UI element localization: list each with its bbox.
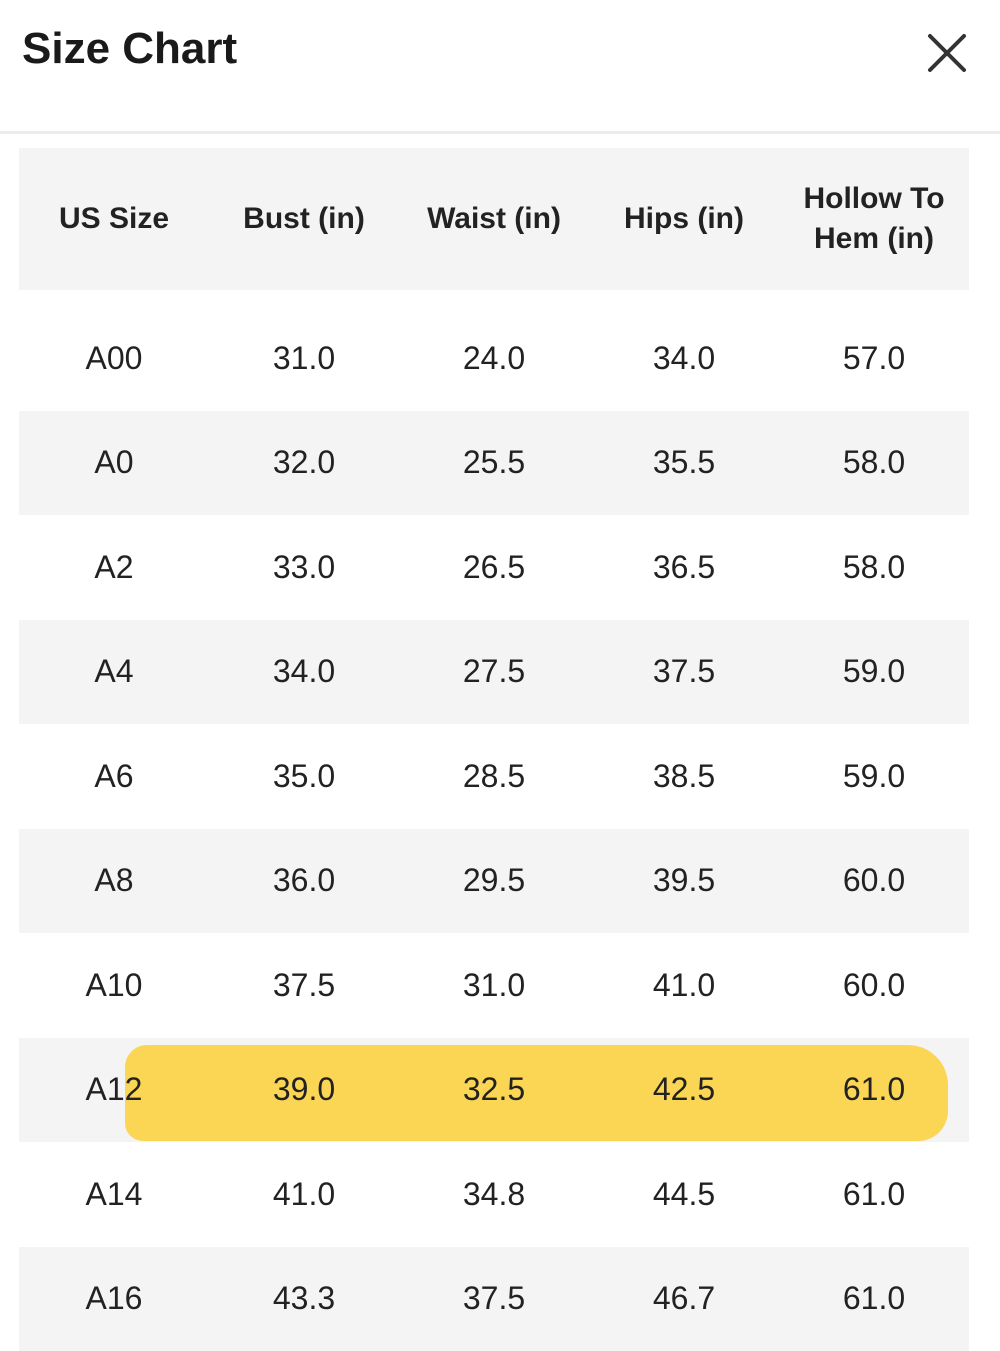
size-cell: A16: [19, 1247, 209, 1351]
value-cell: 59.0: [779, 620, 969, 725]
value-cell: 31.0: [209, 306, 399, 411]
size-cell: A12: [19, 1038, 209, 1143]
value-cell: 27.5: [399, 620, 589, 725]
value-cell: 36.5: [589, 515, 779, 620]
value-cell: 29.5: [399, 829, 589, 934]
size-cell: A14: [19, 1142, 209, 1247]
close-button[interactable]: [922, 28, 972, 78]
value-cell: 61.0: [779, 1142, 969, 1247]
size-cell: A00: [19, 306, 209, 411]
value-cell: 46.7: [589, 1247, 779, 1351]
size-cell: A8: [19, 829, 209, 934]
value-cell: 39.0: [209, 1038, 399, 1143]
value-cell: 59.0: [779, 724, 969, 829]
value-cell: 36.0: [209, 829, 399, 934]
value-cell: 24.0: [399, 306, 589, 411]
value-cell: 60.0: [779, 829, 969, 934]
title: Size Chart: [22, 24, 237, 74]
value-cell: 34.0: [209, 620, 399, 725]
value-cell: 33.0: [209, 515, 399, 620]
value-cell: 43.3: [209, 1247, 399, 1351]
value-cell: 35.0: [209, 724, 399, 829]
value-cell: 61.0: [779, 1247, 969, 1351]
value-cell: 58.0: [779, 515, 969, 620]
column-header: US Size: [19, 148, 209, 290]
column-header: Hips (in): [589, 148, 779, 290]
value-cell: 26.5: [399, 515, 589, 620]
column-header: Waist (in): [399, 148, 589, 290]
value-cell: 31.0: [399, 933, 589, 1038]
value-cell: 37.5: [209, 933, 399, 1038]
value-cell: 28.5: [399, 724, 589, 829]
size-cell: A6: [19, 724, 209, 829]
value-cell: 34.0: [589, 306, 779, 411]
value-cell: 61.0: [779, 1038, 969, 1143]
value-cell: 42.5: [589, 1038, 779, 1143]
value-cell: 58.0: [779, 411, 969, 516]
value-cell: 25.5: [399, 411, 589, 516]
value-cell: 41.0: [209, 1142, 399, 1247]
divider: [0, 131, 1000, 134]
value-cell: 34.8: [399, 1142, 589, 1247]
value-cell: 41.0: [589, 933, 779, 1038]
value-cell: 37.5: [399, 1247, 589, 1351]
value-cell: 57.0: [779, 306, 969, 411]
value-cell: 35.5: [589, 411, 779, 516]
column-header: Hollow To Hem (in): [779, 148, 969, 290]
size-cell: A0: [19, 411, 209, 516]
size-cell: A4: [19, 620, 209, 725]
value-cell: 38.5: [589, 724, 779, 829]
value-cell: 37.5: [589, 620, 779, 725]
size-cell: A2: [19, 515, 209, 620]
size-cell: A10: [19, 933, 209, 1038]
value-cell: 39.5: [589, 829, 779, 934]
value-cell: 32.5: [399, 1038, 589, 1143]
value-cell: 60.0: [779, 933, 969, 1038]
column-header: Bust (in): [209, 148, 399, 290]
value-cell: 32.0: [209, 411, 399, 516]
value-cell: 44.5: [589, 1142, 779, 1247]
